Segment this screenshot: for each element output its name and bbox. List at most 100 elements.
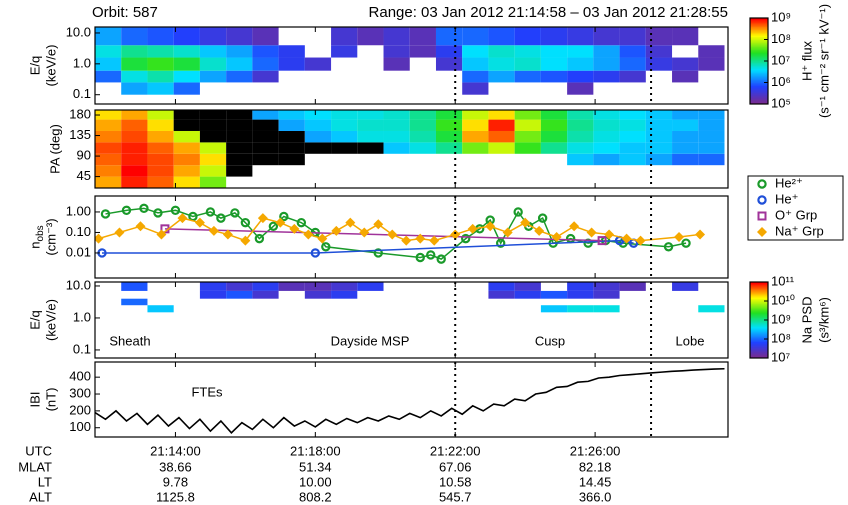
heat-cell	[173, 57, 200, 71]
marker	[586, 227, 597, 238]
heat-cell	[121, 57, 148, 71]
heat-cell	[357, 142, 384, 154]
colorbar-step	[750, 69, 768, 72]
marker	[296, 217, 307, 228]
colorbar-step	[750, 93, 768, 96]
y-tick-label: 180	[69, 106, 91, 121]
heat-cell	[593, 130, 620, 143]
plot-area	[95, 27, 725, 95]
marker	[230, 208, 240, 218]
heat-cell	[619, 45, 646, 58]
colorbar-step	[750, 45, 768, 48]
heat-cell	[645, 57, 673, 71]
colorbar-step	[750, 355, 768, 358]
colorbar-tick-label: 10⁵	[771, 95, 791, 110]
marker	[100, 209, 111, 219]
y-tick-label: 1.00	[66, 203, 91, 218]
heat-cell	[331, 45, 358, 58]
heat-cell	[488, 130, 515, 143]
heat-cell	[619, 57, 646, 71]
legend-label: He²⁺	[775, 175, 803, 190]
heat-cell	[226, 165, 253, 177]
y-axis-label: IBI	[27, 392, 42, 408]
heat-cell	[226, 70, 253, 83]
heat-cell	[95, 153, 122, 166]
heat-cell	[435, 130, 463, 143]
colorbar-step	[750, 339, 768, 341]
row-value: 38.66	[159, 459, 192, 474]
heat-cell	[698, 130, 725, 143]
marker	[513, 207, 523, 217]
x-tick-label: 21:26:00	[570, 443, 621, 458]
x-tick-label: 21:18:00	[290, 443, 341, 458]
heat-cell	[147, 45, 174, 58]
colorbar-step	[750, 344, 768, 346]
heat-cell	[95, 110, 122, 120]
row-value: 51.34	[299, 459, 332, 474]
colorbar-step	[750, 337, 768, 340]
heat-cell	[593, 57, 620, 71]
heat-cell	[383, 142, 410, 154]
panel: 10.0 1.0 0.1 E/q (keV/e) 10⁵ 10⁶ 10⁷ 10⁸ 10⁹ H⁺ fl…	[27, 4, 831, 118]
heat-cell	[645, 142, 673, 154]
colorbar-step	[750, 62, 768, 65]
heat-cell	[173, 82, 200, 95]
panel-frame	[94, 109, 729, 189]
heat-cell	[331, 290, 358, 299]
marker	[205, 207, 216, 217]
heat-cell	[226, 45, 253, 58]
heat-cell	[226, 57, 253, 71]
colorbar-step	[750, 78, 768, 81]
colorbar-step	[750, 352, 768, 355]
y-tick-label: 300	[69, 385, 91, 400]
heat-cell	[278, 282, 305, 291]
heat-cell	[645, 153, 673, 166]
colorbar-step	[750, 325, 768, 327]
heat-cell	[331, 119, 358, 131]
heat-cell	[593, 142, 620, 154]
colorbar-step	[750, 316, 768, 318]
colorbar-step	[750, 299, 768, 302]
heat-cell	[593, 119, 620, 131]
row-value: 82.18	[579, 459, 612, 474]
heat-cell	[514, 282, 541, 291]
marker	[240, 235, 251, 246]
panel-frame	[94, 26, 729, 105]
heat-cell	[540, 290, 568, 299]
heat-cell	[435, 119, 463, 131]
colorbar-step	[750, 289, 768, 292]
row-value: 10.00	[299, 474, 332, 489]
marker	[502, 227, 513, 238]
heat-cell	[121, 27, 148, 46]
colorbar-step	[750, 68, 768, 71]
heat-cell	[488, 119, 515, 131]
marker	[240, 217, 251, 228]
heat-cell	[199, 165, 227, 177]
colorbar-step	[750, 36, 768, 39]
y-tick-label: 0.01	[66, 244, 91, 259]
y-tick-label: 90	[77, 148, 91, 163]
colorbar-step	[750, 18, 768, 20]
heat-cell	[226, 290, 253, 299]
heat-cell	[488, 290, 515, 299]
colorbar-step	[750, 26, 768, 29]
marker	[257, 213, 268, 224]
heat-cell	[173, 153, 200, 166]
heat-cell	[672, 153, 699, 166]
heat-cell	[435, 57, 463, 71]
colorbar-step	[750, 55, 768, 58]
marker	[604, 229, 615, 240]
heat-cell	[567, 290, 594, 299]
colorbar-tick-label: 10⁹	[771, 9, 791, 24]
colorbar-step	[750, 288, 768, 291]
colorbar-step	[750, 38, 768, 40]
marker	[359, 227, 370, 238]
colorbar-step	[750, 330, 768, 332]
marker	[254, 233, 265, 244]
y-axis-label: E/q	[27, 310, 42, 330]
heat-cell	[462, 27, 489, 46]
marker	[461, 233, 471, 244]
heat-cell	[383, 119, 410, 131]
heat-cell	[619, 130, 646, 143]
